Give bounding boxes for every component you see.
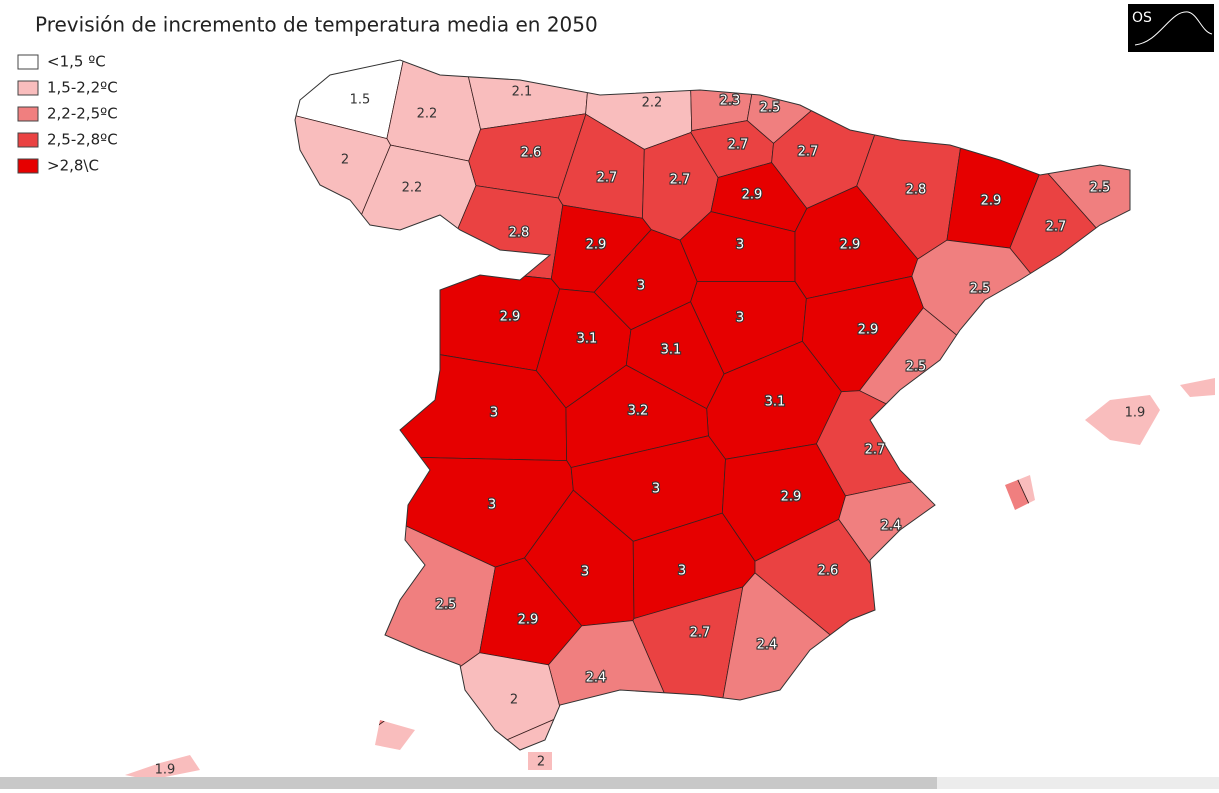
province [1009, 284, 1215, 780]
province-value: 2.2 [417, 107, 438, 122]
province-value: 2.7 [1046, 220, 1067, 235]
province-value: 2.9 [742, 188, 763, 203]
province-value: 2.5 [760, 101, 781, 116]
province [345, 266, 561, 372]
logo [1128, 4, 1214, 52]
province [248, 453, 574, 568]
province-value: 2.7 [670, 173, 691, 188]
province-value: 2.5 [906, 360, 927, 375]
province-value: 2.1 [512, 85, 533, 100]
legend-swatch [17, 132, 39, 148]
scrollbar [0, 777, 937, 789]
province-value: 2.5 [970, 282, 991, 297]
province-value: 3.2 [628, 404, 649, 419]
province-value: 2.9 [586, 238, 607, 253]
province [746, 60, 928, 144]
province-value: 2.3 [720, 94, 741, 109]
province [911, 239, 1077, 392]
province-value: 3.1 [765, 395, 786, 410]
province-value: 2.9 [518, 613, 539, 628]
province-value: 3.1 [661, 343, 682, 358]
province-value: 3 [652, 482, 660, 497]
province-value: 2.7 [728, 138, 749, 153]
province-value: 2.2 [642, 96, 663, 111]
province-value: 2.9 [981, 194, 1002, 209]
province-value: 2.2 [402, 181, 423, 196]
map-title: Previsión de incremento de temperatura m… [35, 13, 598, 37]
province-value: 3 [678, 564, 686, 579]
province-value: 2.7 [597, 171, 618, 186]
province-value: 3 [736, 238, 744, 253]
scrollbar-track [937, 777, 1219, 789]
province-value: 2.4 [586, 671, 607, 686]
province-value: 2.9 [858, 323, 879, 338]
legend-label: <1,5 ºC [47, 53, 106, 71]
province-value: 2.4 [757, 638, 778, 653]
legend-label: 2,2-2,5ºC [47, 105, 118, 123]
province-value: 2.7 [690, 626, 711, 641]
logo-curve [1134, 11, 1213, 46]
province-value: 3 [581, 565, 589, 580]
province-value: 2.6 [521, 146, 542, 161]
province-value: 2.9 [500, 310, 521, 325]
province-value: 1.5 [350, 93, 371, 108]
province-value: 2 [537, 755, 545, 770]
province-value: 2.8 [509, 226, 530, 241]
legend-label: 2,5-2,8ºC [47, 131, 118, 149]
province-value: 2.7 [798, 145, 819, 160]
province-value: 2.7 [865, 443, 886, 458]
province-value: 3 [490, 406, 498, 421]
province-value: 2.8 [906, 183, 927, 198]
legend-swatch [17, 80, 39, 96]
legend-swatch [17, 54, 39, 70]
province-value: 2.9 [840, 238, 861, 253]
province-value: 2.9 [781, 490, 802, 505]
province [838, 461, 1162, 780]
legend-swatch [17, 106, 39, 122]
province-value: 2.6 [818, 564, 839, 579]
province-value: 2 [341, 153, 349, 168]
province-value: 3.1 [577, 332, 598, 347]
province-value: 2 [510, 693, 518, 708]
province-value: 2.5 [1090, 181, 1111, 196]
province-value: 1.9 [155, 763, 176, 778]
province-value: 1.9 [1125, 406, 1146, 421]
legend-swatch [17, 158, 39, 174]
legend-label: >2,8\C [47, 157, 99, 175]
logo-text: OS [1132, 10, 1152, 26]
province [125, 389, 351, 780]
province-value: 3 [637, 279, 645, 294]
province-value: 3 [736, 311, 744, 326]
province-value: 2.5 [436, 598, 457, 613]
legend: <1,5 ºC 1,5-2,2ºC 2,2-2,5ºC 2,5-2,8ºC >2,8\C [17, 53, 118, 175]
province-labels: 1.5 2.2 2.1 2.2 2.3 2.5 2 2.2 2.6 2.7 2.7 2.7 2.7 2.9… [155, 85, 1146, 778]
province-value: 3 [488, 498, 496, 513]
province-value: 2.4 [881, 519, 902, 534]
legend-label: 1,5-2,2ºC [47, 79, 118, 97]
